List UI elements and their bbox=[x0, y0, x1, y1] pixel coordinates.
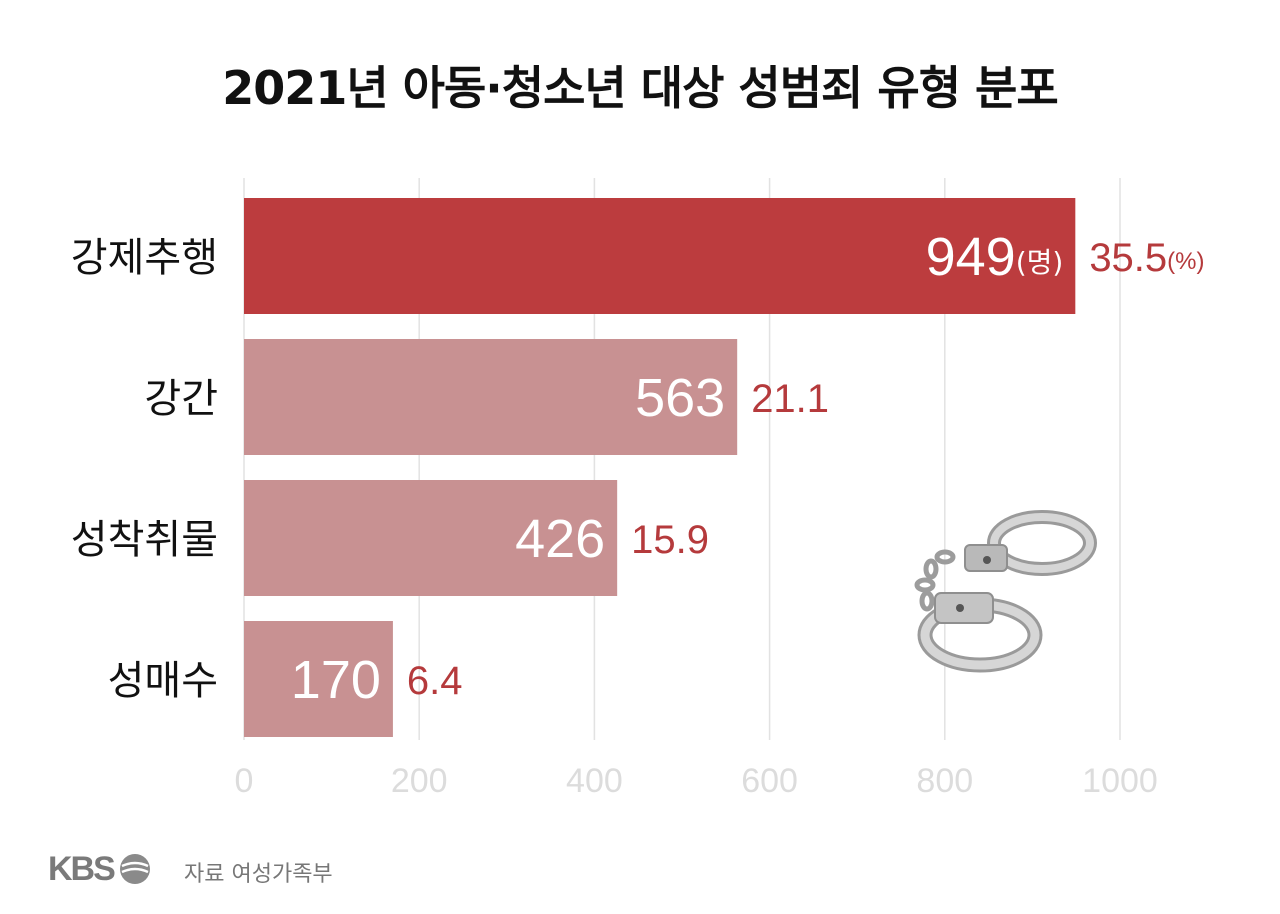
value-label: 426 bbox=[515, 509, 605, 569]
value-number: 426 bbox=[515, 509, 605, 569]
x-tick-label: 400 bbox=[566, 762, 623, 800]
x-tick-label: 200 bbox=[391, 762, 448, 800]
x-tick-label: 1000 bbox=[1082, 762, 1158, 800]
x-tick-label: 600 bbox=[741, 762, 798, 800]
value-label: 170 bbox=[291, 650, 381, 710]
category-label: 강제추행 bbox=[71, 235, 218, 281]
kbs-logo: KBS bbox=[48, 850, 116, 888]
bar bbox=[244, 621, 393, 737]
kbs-logo-icon bbox=[120, 854, 150, 884]
category-label: 성매수 bbox=[108, 658, 218, 704]
percent-number: 21.1 bbox=[751, 377, 829, 421]
percent-number: 35.5 bbox=[1089, 236, 1167, 280]
bars bbox=[244, 198, 1076, 737]
value-label: 949(명) bbox=[926, 227, 1064, 287]
percent-label: 21.1 bbox=[751, 377, 829, 421]
value-unit: (명) bbox=[1016, 246, 1064, 279]
percent-number: 15.9 bbox=[631, 518, 709, 562]
value-number: 563 bbox=[635, 368, 725, 428]
x-tick-label: 0 bbox=[235, 762, 254, 800]
value-number: 170 bbox=[291, 650, 381, 710]
source-text: 자료 여성가족부 bbox=[184, 862, 333, 887]
value-label: 563 bbox=[635, 368, 725, 428]
labels: 강제추행 949(명) 35.5(%) 강간 563 21.1 성착취물 426 15.9 성매수… bbox=[71, 227, 1205, 710]
bar bbox=[244, 339, 738, 455]
percent-label: 6.4 bbox=[407, 659, 463, 703]
percent-number: 6.4 bbox=[407, 659, 463, 703]
category-label: 성착취물 bbox=[71, 517, 218, 563]
x-tick-label: 800 bbox=[916, 762, 973, 800]
handcuffs-icon bbox=[914, 510, 1097, 673]
percent-unit: (%) bbox=[1167, 248, 1204, 275]
percent-label: 35.5(%) bbox=[1089, 236, 1204, 280]
chart-title: 2021년 아동·청소년 대상 성범죄 유형 분포 bbox=[222, 61, 1058, 115]
bar bbox=[244, 480, 618, 596]
bar bbox=[244, 198, 1076, 314]
value-number: 949 bbox=[926, 227, 1016, 287]
category-label: 강간 bbox=[144, 376, 218, 422]
x-axis-ticks: 0 200 400 600 800 1000 bbox=[235, 762, 1158, 800]
percent-label: 15.9 bbox=[631, 518, 709, 562]
